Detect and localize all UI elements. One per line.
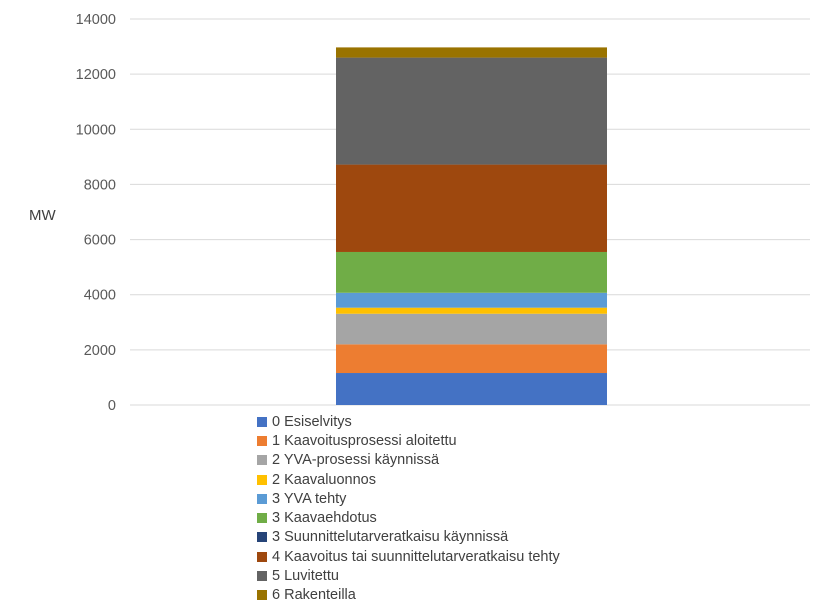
- y-tick-label: 4000: [84, 288, 116, 304]
- legend-swatch: [257, 513, 267, 524]
- y-tick-label: 8000: [84, 177, 116, 193]
- y-axis-tick-labels: 0 2000 4000 6000 8000 10000 12000 14000: [76, 12, 116, 410]
- legend-label: 3 YVA tehty: [272, 490, 347, 507]
- legend-swatch: [257, 590, 267, 601]
- legend-swatch: [257, 474, 267, 485]
- legend-item: 3 Kaavaehdotus: [257, 508, 560, 527]
- legend-item: 4 Kaavoitus tai suunnittelutarveratkaisu…: [257, 547, 560, 566]
- legend-swatch: [257, 493, 267, 504]
- legend-label: 2 YVA-prosessi käynnissä: [272, 452, 440, 469]
- legend-item: 6 Rakenteilla: [257, 586, 560, 605]
- bar-segment-7: [336, 164, 607, 252]
- legend-item: 2 YVA-prosessi käynnissä: [257, 451, 560, 470]
- bar-segment-4: [336, 292, 607, 308]
- y-tick-label: 10000: [76, 122, 116, 138]
- legend-swatch: [257, 571, 267, 582]
- legend-item: 2 Kaavaluonnos: [257, 470, 560, 489]
- legend-swatch: [257, 532, 267, 543]
- legend-label: 4 Kaavoitus tai suunnittelutarveratkaisu…: [272, 548, 560, 565]
- legend-label: 1 Kaavoitusprosessi aloitettu: [272, 432, 457, 449]
- bar-segment-9: [336, 47, 607, 58]
- bar-segment-1: [336, 344, 607, 374]
- legend-item: 1 Kaavoitusprosessi aloitettu: [257, 431, 560, 450]
- legend-swatch: [257, 416, 267, 427]
- legend-label: 0 Esiselvitys: [272, 413, 352, 430]
- y-tick-label: 6000: [84, 233, 116, 249]
- legend-label: 6 Rakenteilla: [272, 587, 356, 604]
- bar-segment-0: [336, 373, 607, 405]
- legend-label: 3 Kaavaehdotus: [272, 510, 377, 527]
- legend-swatch: [257, 551, 267, 562]
- bar-segment-5: [336, 251, 607, 293]
- y-tick-label: 12000: [76, 67, 116, 83]
- legend: 0 Esiselvitys 1 Kaavoitusprosessi aloitet…: [257, 412, 560, 605]
- legend-item: 0 Esiselvitys: [257, 412, 560, 431]
- bar-segment-2: [336, 313, 607, 345]
- y-axis-label: MW: [29, 207, 56, 224]
- stacked-bar-chart: 0 2000 4000 6000 8000 10000 12000 14000 MW: [29, 12, 810, 410]
- bar-segments: [336, 47, 607, 405]
- y-tick-label: 14000: [76, 12, 116, 28]
- legend-item: 5 Luvitettu: [257, 566, 560, 585]
- legend-item: 3 YVA tehty: [257, 489, 560, 508]
- legend-label: 3 Suunnittelutarveratkaisu käynnissä: [272, 529, 509, 546]
- y-tick-label: 2000: [84, 343, 116, 359]
- bar-segment-3: [336, 307, 607, 314]
- legend-swatch: [257, 455, 267, 466]
- y-tick-label: 0: [108, 398, 116, 410]
- legend-label: 2 Kaavaluonnos: [272, 471, 376, 488]
- legend-label: 5 Luvitettu: [272, 568, 339, 585]
- bar-segment-8: [336, 57, 607, 165]
- legend-swatch: [257, 435, 267, 446]
- legend-item: 3 Suunnittelutarveratkaisu käynnissä: [257, 528, 560, 547]
